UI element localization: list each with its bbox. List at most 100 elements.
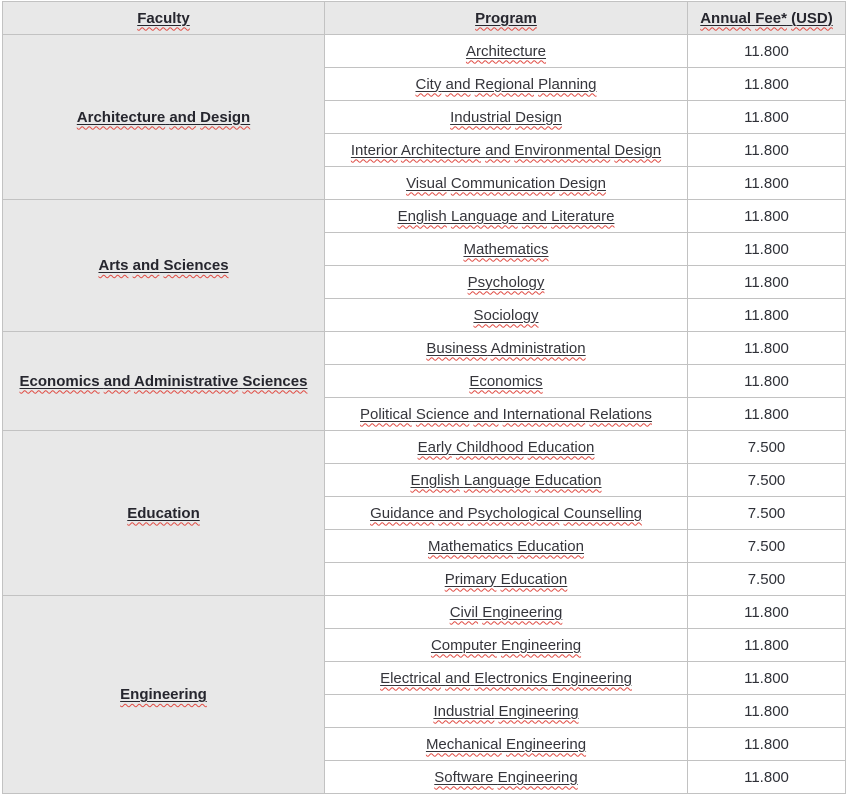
program-name: Mathematics Education xyxy=(428,537,584,555)
fee-cell: 7.500 xyxy=(687,562,846,596)
fee-cell: 11.800 xyxy=(687,727,846,761)
faculty-name: Arts and Sciences xyxy=(98,257,229,274)
fee-cell: 7.500 xyxy=(687,430,846,464)
program-name: Sociology xyxy=(473,306,539,324)
program-cell: Business Administration xyxy=(324,331,688,365)
program-cell: Visual Communication Design xyxy=(324,166,688,200)
program-cell: Sociology xyxy=(324,298,688,332)
table-row: Sociology 11.800 xyxy=(3,298,846,332)
fee-cell: 11.800 xyxy=(687,364,846,398)
program-name: Mathematics xyxy=(463,240,549,258)
faculty-cell-education: Education xyxy=(2,430,325,596)
program-cell: Mathematics Education xyxy=(324,529,688,563)
table-row: Industrial Design 11.800 xyxy=(3,100,846,134)
fee-cell: 11.800 xyxy=(687,232,846,266)
program-name: Interior Architecture and Environmental … xyxy=(350,141,662,159)
faculty-name: Architecture and Design xyxy=(76,108,251,126)
table-row: English Language Education 7.500 xyxy=(3,463,846,497)
program-cell: Architecture xyxy=(324,34,688,68)
fee-cell: 7.500 xyxy=(687,463,846,497)
table-row: Guidance and Psychological Counselling 7… xyxy=(3,496,846,530)
program-name: Early Childhood Education xyxy=(417,438,595,456)
program-name: Political Science and International Rela… xyxy=(360,405,652,423)
table-row: Interior Architecture and Environmental … xyxy=(3,133,846,167)
program-name: Primary Education xyxy=(444,570,568,588)
program-cell: Mechanical Engineering xyxy=(324,727,688,761)
program-name: Software Engineering xyxy=(434,768,578,786)
table-row: City and Regional Planning 11.800 xyxy=(3,67,846,101)
program-name: English Language and Literature xyxy=(397,207,615,225)
fee-column-header: Annual Fee* (USD) xyxy=(687,1,846,35)
faculty-name: Economics and Administrative Sciences xyxy=(19,372,308,390)
fee-cell: 11.800 xyxy=(687,628,846,662)
table-row: Mathematics 11.800 xyxy=(3,232,846,266)
program-cell: Industrial Design xyxy=(324,100,688,134)
fee-cell: 11.800 xyxy=(687,331,846,365)
fee-cell: 7.500 xyxy=(687,529,846,563)
table-row: Economics 11.800 xyxy=(3,364,846,398)
table-row: Engineering Civil Engineering 11.800 xyxy=(2,595,846,794)
faculty-name: Education xyxy=(127,504,200,522)
program-cell: Interior Architecture and Environmental … xyxy=(324,133,688,167)
program-cell: English Language and Literature xyxy=(324,199,688,233)
table-row: Software Engineering 11.800 xyxy=(3,760,846,794)
header-row: Faculty Program Annual Fee* (USD) xyxy=(2,1,846,35)
table-row: Arts and Sciences English Language and L… xyxy=(2,199,846,332)
program-name: Architecture xyxy=(465,42,547,60)
fee-cell: 11.800 xyxy=(687,34,846,68)
program-name: Guidance and Psychological Counselling xyxy=(370,504,642,522)
program-name: Computer Engineering xyxy=(430,636,582,654)
program-cell: Mathematics xyxy=(324,232,688,266)
program-cell: Computer Engineering xyxy=(324,628,688,662)
program-name: Industrial Design xyxy=(450,108,562,126)
table-row: Architecture and Design Architecture 11.… xyxy=(2,34,846,200)
fee-cell: 11.800 xyxy=(687,100,846,134)
faculty-cell-economics-and-administrative-sciences: Economics and Administrative Sciences xyxy=(2,331,325,431)
table-row: Electrical and Electronics Engineering 1… xyxy=(3,661,846,695)
program-cell: Electrical and Electronics Engineering xyxy=(324,661,688,695)
table-row: Primary Education 7.500 xyxy=(3,562,846,596)
program-cell: Economics xyxy=(324,364,688,398)
program-cell: City and Regional Planning xyxy=(324,67,688,101)
table-row: Political Science and International Rela… xyxy=(3,397,846,431)
table-row: Industrial Engineering 11.800 xyxy=(3,694,846,728)
faculty-name: Engineering xyxy=(120,686,207,703)
fee-cell: 11.800 xyxy=(687,67,846,101)
faculty-header-label: Faculty xyxy=(137,9,190,27)
program-name: Civil Engineering xyxy=(449,603,563,621)
program-cell: Guidance and Psychological Counselling xyxy=(324,496,688,530)
fee-cell: 11.800 xyxy=(687,166,846,200)
program-name: Electrical and Electronics Engineering xyxy=(380,669,632,687)
faculty-column-header: Faculty xyxy=(2,1,325,35)
program-name: City and Regional Planning xyxy=(415,75,597,93)
fee-cell: 11.800 xyxy=(687,694,846,728)
table-row: Economics and Administrative Sciences Bu… xyxy=(2,331,846,431)
fee-cell: 11.800 xyxy=(687,265,846,299)
table-row: Mechanical Engineering 11.800 xyxy=(3,727,846,761)
faculty-cell-arts-and-sciences: Arts and Sciences xyxy=(2,199,325,332)
program-header-label: Program xyxy=(475,9,537,27)
program-name: Psychology xyxy=(467,273,545,291)
fee-cell: 11.800 xyxy=(687,133,846,167)
program-name: Industrial Engineering xyxy=(433,702,579,720)
fee-cell: 11.800 xyxy=(687,661,846,695)
program-cell: Early Childhood Education xyxy=(324,430,688,464)
program-cell: Primary Education xyxy=(324,562,688,596)
program-column-header: Program xyxy=(324,1,688,35)
fee-cell: 11.800 xyxy=(687,760,846,794)
program-cell: Industrial Engineering xyxy=(324,694,688,728)
program-cell: Political Science and International Rela… xyxy=(324,397,688,431)
program-name: Visual Communication Design xyxy=(406,174,606,192)
fee-cell: 11.800 xyxy=(687,595,846,629)
faculty-cell-architecture-and-design: Architecture and Design xyxy=(2,34,325,200)
program-name: English Language Education xyxy=(410,471,602,489)
program-cell: Civil Engineering xyxy=(324,595,688,629)
fee-cell: 11.800 xyxy=(687,298,846,332)
program-name: Business Administration xyxy=(426,339,586,357)
faculty-cell-engineering: Engineering xyxy=(2,595,325,794)
fee-cell: 7.500 xyxy=(687,496,846,530)
program-cell: Software Engineering xyxy=(324,760,688,794)
program-name: Mechanical Engineering xyxy=(425,735,587,753)
